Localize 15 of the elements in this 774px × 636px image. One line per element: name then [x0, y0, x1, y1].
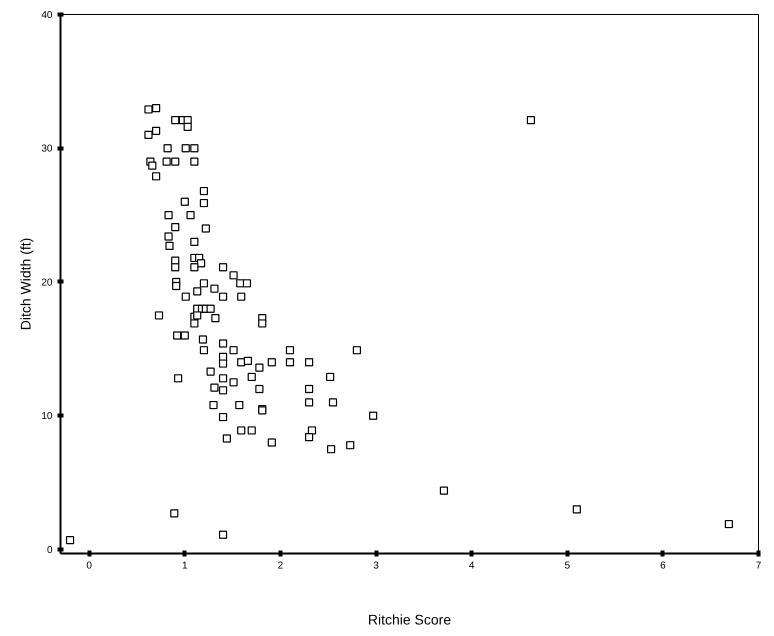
y-tick-label: 0 [46, 544, 53, 556]
y-tick-label: 10 [41, 411, 53, 422]
x-tick-label: 6 [660, 560, 666, 572]
x-tick-label: 4 [468, 560, 475, 572]
x-tick-label: 2 [278, 560, 284, 572]
x-tick-label: 0 [86, 560, 92, 572]
y-axis-title: Ditch Width (ft) [17, 238, 34, 330]
x-tick-label: 7 [756, 560, 762, 572]
y-tick-label: 30 [41, 144, 53, 155]
x-axis-title: Ritchie Score [368, 612, 452, 628]
y-tick-label: 40 [41, 10, 53, 21]
x-tick-label: 1 [182, 560, 188, 572]
x-tick-label: 3 [373, 560, 380, 572]
x-tick-label: 5 [564, 560, 570, 572]
y-tick-label: 20 [41, 277, 53, 288]
